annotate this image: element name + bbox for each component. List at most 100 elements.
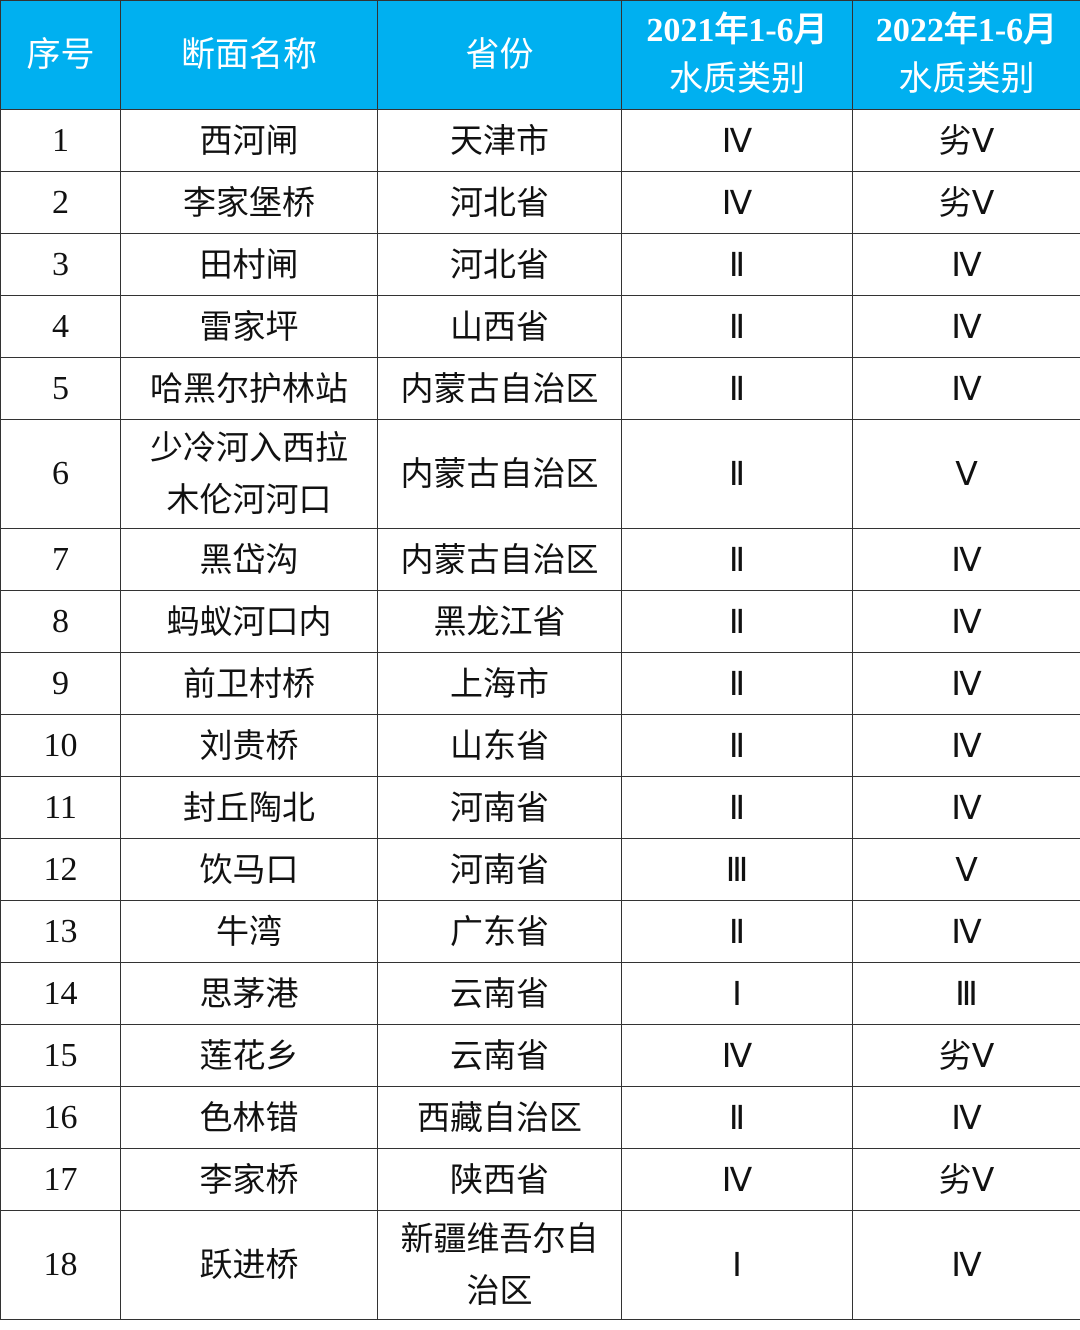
cell-province: 云南省 <box>377 962 622 1025</box>
cell-quality-2022: Ⅴ <box>852 419 1080 529</box>
table-row: 1 西河闸 天津市 Ⅳ 劣Ⅴ <box>0 109 1080 172</box>
table-row: 5 哈黑尔护林站 内蒙古自治区 Ⅱ Ⅳ <box>0 357 1080 420</box>
cell-index: 6 <box>0 419 121 529</box>
cell-province: 陕西省 <box>377 1148 622 1211</box>
cell-index: 4 <box>0 295 121 358</box>
cell-index: 11 <box>0 776 121 839</box>
cell-section: 跃进桥 <box>120 1210 378 1320</box>
cell-section: 色林错 <box>120 1086 378 1149</box>
cell-quality-2021: Ⅳ <box>621 171 853 234</box>
cell-quality-2021: Ⅱ <box>621 233 853 296</box>
cell-index: 17 <box>0 1148 121 1211</box>
cell-quality-2022: Ⅳ <box>852 1086 1080 1149</box>
cell-quality-2021: Ⅱ <box>621 419 853 529</box>
table-row: 11 封丘陶北 河南省 Ⅱ Ⅳ <box>0 776 1080 839</box>
cell-quality-2022: 劣Ⅴ <box>852 1024 1080 1087</box>
cell-index: 10 <box>0 714 121 777</box>
table-row: 6 少冷河入西拉木伦河河口 内蒙古自治区 Ⅱ Ⅴ <box>0 419 1080 529</box>
cell-index: 9 <box>0 652 121 715</box>
table-row: 8 蚂蚁河口内 黑龙江省 Ⅱ Ⅳ <box>0 590 1080 653</box>
cell-province: 黑龙江省 <box>377 590 622 653</box>
cell-quality-2021: Ⅰ <box>621 1210 853 1320</box>
table-row: 16 色林错 西藏自治区 Ⅱ Ⅳ <box>0 1086 1080 1149</box>
table-row: 14 思茅港 云南省 Ⅰ Ⅲ <box>0 962 1080 1025</box>
cell-quality-2021: Ⅱ <box>621 528 853 591</box>
cell-section: 刘贵桥 <box>120 714 378 777</box>
cell-index: 14 <box>0 962 121 1025</box>
cell-index: 7 <box>0 528 121 591</box>
table-row: 17 李家桥 陕西省 Ⅳ 劣Ⅴ <box>0 1148 1080 1211</box>
cell-section: 哈黑尔护林站 <box>120 357 378 420</box>
cell-section: 思茅港 <box>120 962 378 1025</box>
table-row: 4 雷家坪 山西省 Ⅱ Ⅳ <box>0 295 1080 358</box>
cell-quality-2021: Ⅱ <box>621 1086 853 1149</box>
cell-quality-2021: Ⅱ <box>621 590 853 653</box>
cell-province: 西藏自治区 <box>377 1086 622 1149</box>
cell-index: 12 <box>0 838 121 901</box>
table-row: 7 黑岱沟 内蒙古自治区 Ⅱ Ⅳ <box>0 528 1080 591</box>
cell-index: 2 <box>0 171 121 234</box>
cell-quality-2021: Ⅱ <box>621 776 853 839</box>
cell-quality-2022: Ⅴ <box>852 838 1080 901</box>
header-row: 序号 断面名称 省份 2021年1-6月 水质类别 2022年1-6月 水质类别 <box>0 0 1080 110</box>
cell-quality-2021: Ⅱ <box>621 357 853 420</box>
cell-quality-2022: 劣Ⅴ <box>852 1148 1080 1211</box>
cell-province: 天津市 <box>377 109 622 172</box>
cell-section: 饮马口 <box>120 838 378 901</box>
cell-quality-2022: Ⅳ <box>852 357 1080 420</box>
cell-index: 18 <box>0 1210 121 1320</box>
cell-quality-2021: Ⅰ <box>621 962 853 1025</box>
cell-section: 雷家坪 <box>120 295 378 358</box>
cell-province: 内蒙古自治区 <box>377 528 622 591</box>
cell-province: 内蒙古自治区 <box>377 357 622 420</box>
cell-quality-2021: Ⅱ <box>621 714 853 777</box>
cell-section: 牛湾 <box>120 900 378 963</box>
cell-quality-2022: Ⅳ <box>852 714 1080 777</box>
cell-section: 黑岱沟 <box>120 528 378 591</box>
table-row: 9 前卫村桥 上海市 Ⅱ Ⅳ <box>0 652 1080 715</box>
cell-quality-2022: Ⅳ <box>852 590 1080 653</box>
cell-province: 云南省 <box>377 1024 622 1087</box>
table-row: 13 牛湾 广东省 Ⅱ Ⅳ <box>0 900 1080 963</box>
cell-province: 内蒙古自治区 <box>377 419 622 529</box>
cell-quality-2021: Ⅱ <box>621 900 853 963</box>
cell-quality-2021: Ⅳ <box>621 1024 853 1087</box>
cell-quality-2021: Ⅱ <box>621 652 853 715</box>
header-2022: 2022年1-6月 水质类别 <box>852 0 1080 110</box>
cell-province: 山西省 <box>377 295 622 358</box>
cell-section: 封丘陶北 <box>120 776 378 839</box>
cell-index: 3 <box>0 233 121 296</box>
header-2021: 2021年1-6月 水质类别 <box>621 0 853 110</box>
cell-quality-2022: 劣Ⅴ <box>852 171 1080 234</box>
cell-province: 河南省 <box>377 776 622 839</box>
cell-province: 新疆维吾尔自治区 <box>377 1210 622 1320</box>
cell-index: 15 <box>0 1024 121 1087</box>
table-row: 18 跃进桥 新疆维吾尔自治区 Ⅰ Ⅳ <box>0 1210 1080 1320</box>
cell-province: 山东省 <box>377 714 622 777</box>
header-2021-period: 2021年1-6月 <box>646 12 828 49</box>
cell-index: 1 <box>0 109 121 172</box>
cell-section: 前卫村桥 <box>120 652 378 715</box>
table-row: 15 莲花乡 云南省 Ⅳ 劣Ⅴ <box>0 1024 1080 1087</box>
table-row: 3 田村闸 河北省 Ⅱ Ⅳ <box>0 233 1080 296</box>
header-2021-label: 水质类别 <box>669 59 805 99</box>
cell-province: 河北省 <box>377 171 622 234</box>
cell-province: 河南省 <box>377 838 622 901</box>
cell-quality-2022: Ⅳ <box>852 652 1080 715</box>
header-index: 序号 <box>0 0 121 110</box>
cell-index: 13 <box>0 900 121 963</box>
cell-section: 莲花乡 <box>120 1024 378 1087</box>
cell-quality-2021: Ⅳ <box>621 1148 853 1211</box>
header-2022-label: 水质类别 <box>898 59 1035 99</box>
cell-section: 蚂蚁河口内 <box>120 590 378 653</box>
cell-quality-2021: Ⅲ <box>621 838 853 901</box>
cell-quality-2022: Ⅳ <box>852 295 1080 358</box>
cell-section: 少冷河入西拉木伦河河口 <box>120 419 378 529</box>
cell-province: 河北省 <box>377 233 622 296</box>
cell-quality-2022: Ⅳ <box>852 233 1080 296</box>
cell-index: 8 <box>0 590 121 653</box>
cell-quality-2021: Ⅱ <box>621 295 853 358</box>
header-section: 断面名称 <box>120 0 378 110</box>
header-2022-period: 2022年1-6月 <box>875 12 1058 49</box>
